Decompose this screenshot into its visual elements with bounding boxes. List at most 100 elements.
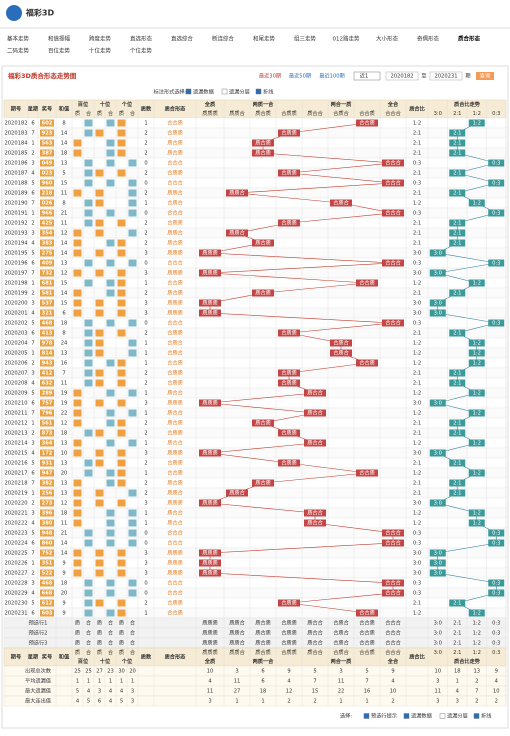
preselect-cell: 合质合 [333, 619, 349, 627]
nav-tab[interactable]: 大小形态 [376, 35, 399, 43]
nav-tab[interactable]: 奇偶形态 [417, 35, 440, 43]
to-input[interactable]: 2020231 [434, 74, 457, 80]
input-from [385, 71, 419, 81]
number-bg [40, 609, 54, 617]
checkbox[interactable] [439, 713, 446, 719]
prime-count: 0 [144, 161, 147, 167]
footer-sub-header: 1:2 [473, 650, 481, 656]
draw-number: 289 [42, 391, 53, 397]
prime-count: 1 [144, 391, 147, 397]
recent-link[interactable]: 最近50期 [289, 72, 311, 80]
preselect-cell: 质合合 [307, 619, 323, 627]
ratio: 0:3 [413, 261, 421, 267]
nav-tab[interactable]: 十位走势 [89, 47, 112, 55]
from-input[interactable]: 2020182 [390, 74, 413, 80]
nav-tab[interactable]: 012路走势 [333, 35, 360, 43]
sum: 20 [61, 591, 68, 597]
stat-value: 1 [98, 679, 101, 685]
form-icon: 合质质 [167, 129, 183, 137]
recent-link[interactable]: 最近30期 [259, 72, 281, 80]
stat-value: 3 [436, 679, 439, 685]
position-hit [128, 199, 137, 207]
nav-tab[interactable]: 和值振幅 [48, 35, 71, 43]
form-hit [330, 199, 352, 207]
prime-count: 1 [144, 471, 147, 477]
ratio-hit-label: 1:2 [473, 351, 481, 357]
sum: 11 [61, 381, 68, 387]
form-hit-label: 质质合 [229, 489, 245, 497]
stat-value: 7 [365, 679, 368, 685]
position-hit [106, 409, 115, 417]
number-bg [40, 479, 54, 487]
footer-sub-header: 质 [97, 648, 102, 656]
stat-value: 9 [391, 669, 394, 675]
checkbox[interactable] [255, 88, 262, 95]
position-hit [95, 219, 104, 227]
footer-option[interactable]: 遗漏数据 [411, 712, 432, 720]
preselect-cell: 合质质 [281, 619, 297, 627]
option-label[interactable]: 折线 [263, 88, 273, 96]
issue: 2020184 [4, 141, 28, 147]
nav-tab[interactable]: 二码走势 [7, 47, 30, 55]
stat-row-bg [3, 675, 507, 687]
draw-number: 668 [42, 591, 53, 597]
checkbox[interactable] [221, 88, 228, 95]
nav-tab[interactable]: 个位走势 [130, 47, 153, 55]
position-hit [84, 349, 93, 357]
position-hit [73, 149, 82, 157]
form-hit [252, 289, 274, 297]
footer-option[interactable]: 折线 [481, 712, 491, 720]
nav-tab[interactable]: 基本走势 [7, 35, 30, 43]
sum: 20 [61, 471, 68, 477]
footer-option[interactable]: 遗漏分层 [447, 712, 468, 720]
form-icon: 质合质 [167, 149, 183, 157]
form-hit-label: 合合质 [359, 469, 375, 477]
position-hit [106, 179, 115, 187]
stat-value: 20 [129, 669, 136, 675]
option-label[interactable]: 遗漏分层 [229, 88, 250, 96]
nav-tab[interactable]: 和尾走势 [253, 35, 276, 43]
ratio-hit [468, 439, 485, 447]
position-hit [117, 219, 126, 227]
sum: 15 [61, 301, 68, 307]
draw-number: 413 [42, 331, 53, 337]
checkbox[interactable] [473, 713, 480, 719]
draw-number: 387 [42, 151, 53, 157]
ratio: 1:2 [413, 611, 421, 617]
weekday: 4 [31, 381, 35, 387]
position-hit [106, 319, 115, 327]
nav-tab[interactable]: 跨度走势 [89, 35, 112, 43]
position-hit [106, 579, 115, 587]
ratio: 0:3 [413, 181, 421, 187]
select[interactable]: 近1 [360, 72, 369, 80]
preselect-cell: 合合质 [359, 639, 375, 647]
nav-tab[interactable]: 质合形态 [458, 35, 481, 43]
checkbox[interactable] [403, 713, 410, 719]
ratio: 2:1 [413, 141, 421, 147]
ratio: 1:2 [413, 361, 421, 367]
footer-option[interactable]: 预选行提示 [371, 712, 397, 720]
weekday: 1 [31, 281, 34, 287]
issue: 2020225 [4, 551, 27, 557]
checkbox[interactable] [185, 88, 192, 95]
nav-tab[interactable]: 百位走势 [48, 47, 71, 55]
footer-column-header: 百位 [78, 657, 89, 665]
recent-link[interactable]: 最近100期 [319, 72, 344, 80]
query-button[interactable]: 查询 [480, 72, 490, 80]
ratio-hit-label: 3:0 [434, 271, 442, 277]
weekday: 2 [31, 151, 34, 157]
footer-sub-header: 0:3 [492, 650, 500, 656]
sum: 18 [61, 511, 68, 517]
option-label[interactable]: 遗漏数据 [193, 88, 214, 96]
stat-value: 1 [339, 699, 342, 705]
position-hit [128, 339, 137, 347]
nav-tab[interactable]: 直选形态 [130, 35, 153, 43]
nav-tab[interactable]: 断连综合 [212, 35, 235, 43]
row-bg [3, 597, 507, 609]
preselect-cell: 0:3 [492, 641, 500, 647]
nav-tab[interactable]: 直选综合 [171, 35, 194, 43]
position-hit [128, 409, 137, 417]
ratio-hit [488, 159, 505, 167]
nav-tab[interactable]: 组三走势 [294, 35, 317, 43]
checkbox[interactable] [363, 713, 370, 719]
